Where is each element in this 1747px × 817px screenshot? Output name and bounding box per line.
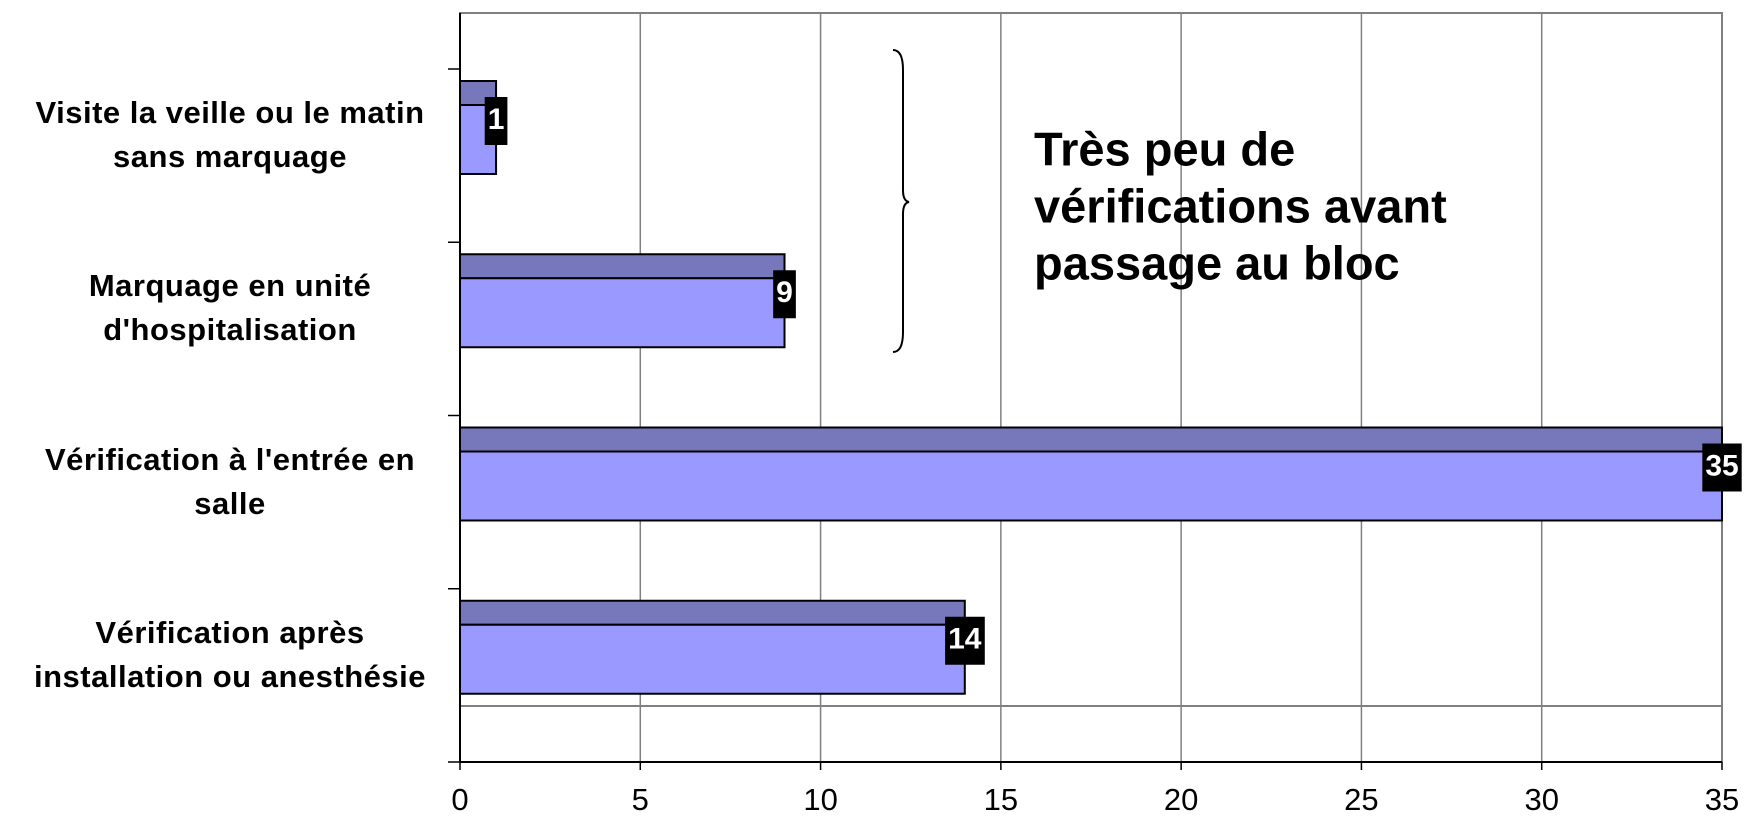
value-label-bg (773, 270, 796, 319)
x-tick-label: 25 (1344, 782, 1378, 817)
bar-top (459, 426, 1723, 453)
value-label-bg (484, 97, 508, 145)
bar (459, 450, 1723, 522)
x-tick-label: 0 (451, 782, 468, 817)
bar-top (459, 599, 966, 626)
bar (459, 277, 786, 349)
x-tick-label: 15 (984, 782, 1018, 817)
y-tick-label: Vérification après installation ou anest… (34, 614, 426, 694)
value-label-bg (945, 616, 985, 665)
y-tick-label: Marquage en unité d'hospitalisation (88, 268, 372, 348)
x-tick-label: 20 (1164, 782, 1198, 817)
brace (892, 49, 910, 353)
value-label: 14 (948, 623, 982, 656)
value-label-bg (1702, 443, 1742, 492)
y-tick-label: Visite la veille ou le matin sans marqua… (35, 95, 425, 174)
y-tick-label: Vérification à l'entrée en salle (44, 441, 416, 521)
bar (459, 623, 966, 695)
x-tick-label: 30 (1524, 782, 1558, 817)
x-tick-label: 35 (1705, 782, 1739, 817)
annotation: Très peu de (1034, 122, 1295, 175)
x-tick-label: 5 (632, 782, 649, 817)
value-label: 35 (1705, 449, 1738, 482)
annotation: passage au bloc (1034, 236, 1400, 289)
bar-top (459, 253, 786, 280)
value-label: 9 (776, 276, 793, 309)
x-tick-label: 10 (803, 782, 837, 817)
annotation: vérifications avant (1034, 179, 1447, 232)
value-label: 1 (488, 103, 505, 136)
